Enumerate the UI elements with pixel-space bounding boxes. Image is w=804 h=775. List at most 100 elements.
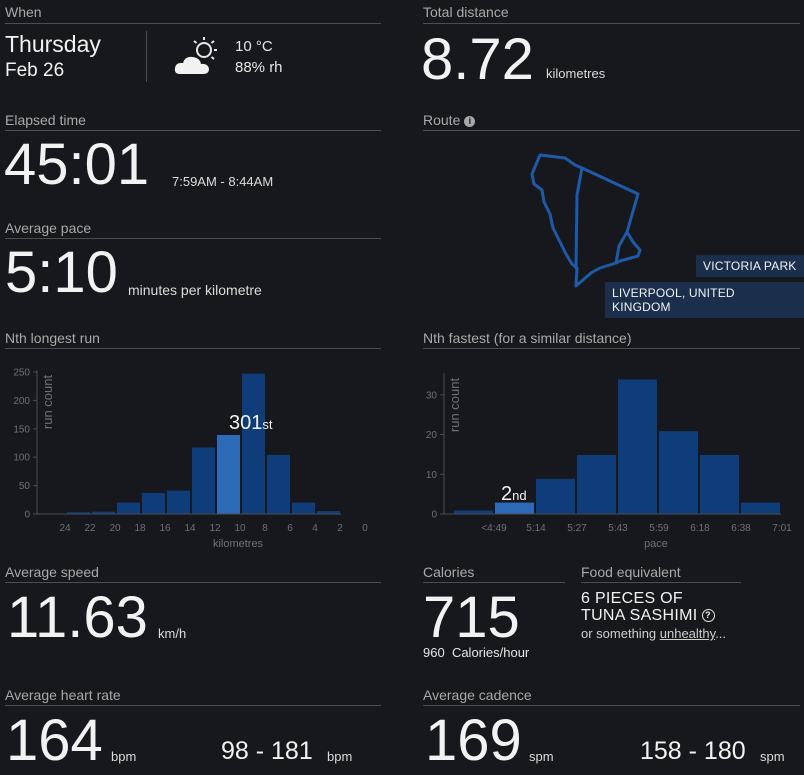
- longest-x-tick-label: 6: [287, 523, 293, 534]
- longest-bar: [266, 453, 291, 515]
- fastest-x-tick-label: 6:38: [731, 523, 751, 534]
- total-distance-rule: [423, 23, 800, 24]
- calories-label: Calories: [423, 564, 475, 580]
- fastest-x-tick-label: 5:59: [649, 523, 669, 534]
- average-pace-label: Average pace: [5, 220, 92, 236]
- longest-y-tick-label: 50: [19, 481, 31, 492]
- average-heart-rate-rule: [5, 705, 381, 706]
- fastest-bar: [453, 509, 494, 515]
- total-distance-unit: kilometres: [546, 66, 606, 81]
- average-speed-rule: [5, 582, 381, 583]
- fastest-x-tick-label: 5:43: [608, 523, 628, 534]
- fastest-x-tick-label: <4:49: [481, 523, 507, 534]
- longest-x-tick-label: 20: [109, 523, 121, 534]
- longest-x-tick-label: 8: [262, 523, 268, 534]
- route-place-tag: VICTORIA PARK: [696, 255, 804, 277]
- nth-fastest-rule: [423, 348, 800, 349]
- elapsed-time-label: Elapsed time: [5, 112, 86, 128]
- cadence-range: 158 - 180: [640, 737, 746, 765]
- longest-bar: [241, 372, 266, 515]
- average-cadence-rule: [423, 705, 800, 706]
- average-speed-unit: km/h: [158, 626, 187, 641]
- longest-x-tick-label: 4: [312, 523, 318, 534]
- longest-x-tick-label: 24: [59, 523, 71, 534]
- nth-longest-label: Nth longest run: [5, 330, 100, 346]
- longest-y-tick-label: 100: [13, 453, 30, 464]
- fastest-bar: [617, 378, 658, 515]
- average-heart-rate-value: 164: [6, 708, 103, 773]
- longest-y-tick-label: 250: [13, 368, 30, 379]
- longest-bar: [166, 489, 191, 515]
- average-pace-rule: [5, 238, 381, 239]
- fastest-y-tick-label: 20: [426, 430, 438, 441]
- elapsed-time-range: 7:59AM - 8:44AM: [172, 174, 274, 189]
- total-distance-label: Total distance: [423, 4, 509, 20]
- average-speed-label: Average speed: [5, 564, 99, 580]
- fastest-y-tick-label: 30: [426, 390, 438, 401]
- longest-x-tick-label: 14: [184, 523, 196, 534]
- longest-y-tick-label: 200: [13, 396, 30, 407]
- average-cadence-label: Average cadence: [423, 687, 532, 703]
- fastest-x-tick-label: 5:27: [567, 523, 587, 534]
- average-cadence-unit: spm: [529, 749, 554, 764]
- nth-fastest-label: Nth fastest (for a similar distance): [423, 330, 632, 346]
- elapsed-time-value: 45:01: [4, 132, 150, 197]
- fastest-y-tick-label: 0: [431, 510, 437, 521]
- fastest-y-tick-label: 10: [426, 470, 438, 481]
- date: Feb 26: [5, 60, 65, 81]
- calories-rule: [423, 582, 565, 583]
- average-heart-rate-unit: bpm: [111, 749, 137, 764]
- food-line2: TUNA SASHIMI?: [581, 607, 715, 625]
- calories-value: 715: [423, 585, 520, 650]
- day-name: Thursday: [5, 31, 101, 57]
- fastest-bar: [535, 477, 576, 515]
- fastest-x-tick-label: 6:18: [690, 523, 710, 534]
- average-pace-value: 5:10: [5, 240, 118, 305]
- average-cadence-value: 169: [425, 708, 522, 773]
- fastest-x-tick-label: 5:14: [526, 523, 546, 534]
- elapsed-time-rule: [5, 130, 381, 131]
- unhealthy-link[interactable]: unhealthy: [659, 626, 716, 641]
- longest-x-tick-label: 2: [337, 523, 343, 534]
- when-label: When: [5, 4, 42, 20]
- partly-cloudy-sun-icon: [174, 37, 217, 74]
- longest-bar: [291, 501, 316, 515]
- nth-fastest-rank: 2nd: [501, 483, 527, 505]
- route-line: [530, 153, 642, 288]
- heart-rate-range: 98 - 181: [221, 737, 313, 765]
- nth-longest-rule: [5, 348, 381, 349]
- calories-rate: 960 Calories/hour: [423, 645, 530, 660]
- longest-x-tick-label: 12: [209, 523, 221, 534]
- nth-fastest-chart: 0 10 20 30 run count <4:49 5:14 5:27 5:43 5:59 6:1…: [426, 373, 792, 550]
- food-line1: 6 PIECES OF: [581, 590, 683, 607]
- average-heart-rate-label: Average heart rate: [5, 687, 121, 703]
- info-icon[interactable]: i: [464, 116, 476, 127]
- fastest-bar: [699, 453, 740, 515]
- average-pace-unit: minutes per kilometre: [128, 282, 262, 298]
- question-circle-icon[interactable]: ?: [701, 609, 715, 622]
- fastest-x-tick-label: 7:01: [772, 523, 792, 534]
- route-rule: [423, 130, 800, 131]
- route-label: Route i: [423, 112, 476, 128]
- humidity: 88% rh: [235, 59, 283, 76]
- fastest-y-axis-label: run count: [447, 378, 462, 433]
- longest-y-tick-label: 150: [13, 424, 30, 435]
- longest-bar: [216, 433, 241, 515]
- longest-x-tick-label: 18: [134, 523, 146, 534]
- average-speed-value: 11.63: [7, 585, 148, 650]
- longest-y-tick-label: 0: [24, 510, 30, 521]
- route-city-tag: LIVERPOOL, UNITED KINGDOM: [605, 282, 804, 318]
- cadence-range-unit: spm: [760, 749, 785, 764]
- longest-bar: [116, 501, 141, 515]
- when-rule: [5, 23, 381, 24]
- temperature: 10 °C: [235, 38, 273, 55]
- heart-rate-range-unit: bpm: [327, 749, 353, 764]
- nth-longest-rank: 301st: [229, 412, 273, 434]
- longest-bar: [191, 446, 216, 515]
- route-map[interactable]: [520, 150, 645, 290]
- longest-x-tick-label: 10: [234, 523, 246, 534]
- longest-x-tick-label: 16: [159, 523, 171, 534]
- longest-x-axis-label: kilometres: [213, 538, 264, 550]
- food-equivalent-rule: [581, 582, 741, 583]
